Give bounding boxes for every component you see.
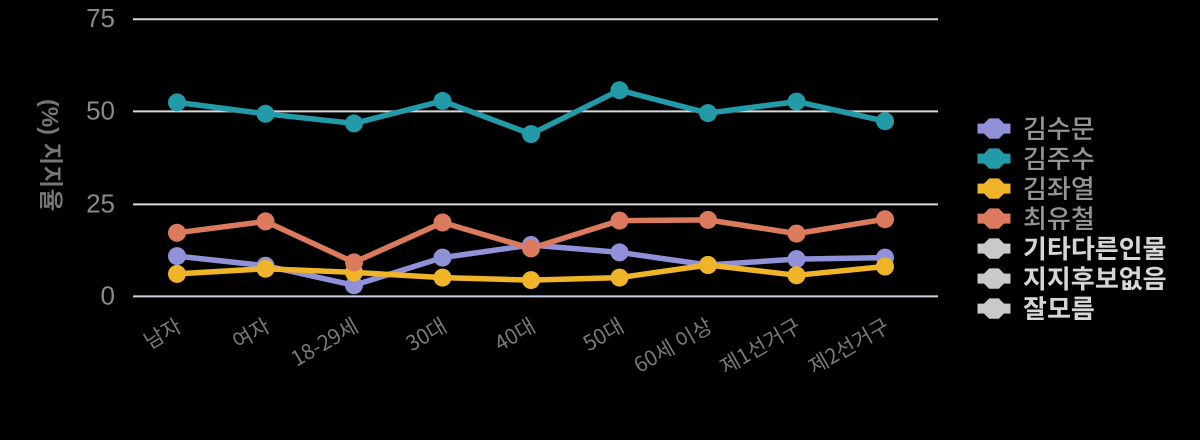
svg-text:여자: 여자 bbox=[227, 310, 275, 355]
svg-text:50대: 50대 bbox=[577, 310, 629, 357]
svg-text:50: 50 bbox=[86, 95, 115, 125]
svg-text:75: 75 bbox=[86, 3, 115, 33]
svg-text:40대: 40대 bbox=[489, 310, 541, 357]
svg-text:잘모름: 잘모름 bbox=[1023, 289, 1095, 326]
svg-text:제2선거구: 제2선거구 bbox=[802, 310, 894, 380]
svg-text:제1선거구: 제1선거구 bbox=[714, 310, 806, 380]
svg-text:60세 이상: 60세 이상 bbox=[628, 310, 717, 379]
svg-text:0: 0 bbox=[101, 280, 115, 310]
svg-text:남자: 남자 bbox=[138, 310, 186, 355]
svg-text:25: 25 bbox=[86, 188, 115, 218]
svg-text:18-29세: 18-29세 bbox=[285, 310, 363, 373]
svg-text:(%): (%) bbox=[37, 99, 63, 135]
svg-text:지지율: 지지율 bbox=[34, 142, 70, 211]
svg-text:30대: 30대 bbox=[400, 310, 452, 357]
